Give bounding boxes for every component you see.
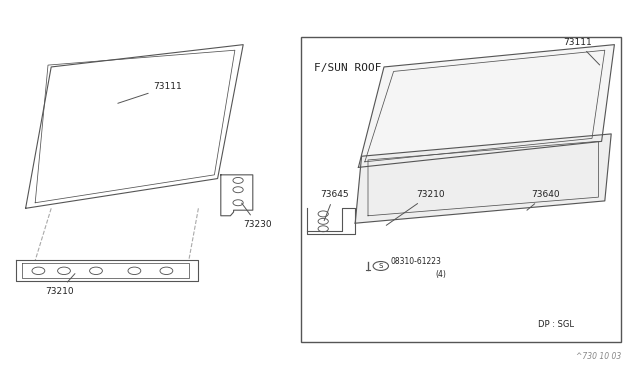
Text: (4): (4)	[435, 270, 446, 279]
Text: 73210: 73210	[45, 274, 75, 296]
Text: 73640: 73640	[527, 190, 560, 210]
Polygon shape	[358, 45, 614, 167]
Polygon shape	[355, 134, 611, 223]
Text: F/SUN ROOF: F/SUN ROOF	[314, 63, 381, 73]
Text: 73111: 73111	[563, 38, 600, 65]
Text: DP : SGL: DP : SGL	[538, 320, 573, 329]
Text: 73210: 73210	[387, 190, 445, 225]
Text: 73230: 73230	[242, 203, 272, 229]
Text: 08310-61223: 08310-61223	[390, 257, 441, 266]
Text: S: S	[379, 263, 383, 269]
Text: 73645: 73645	[320, 190, 349, 221]
Bar	[301, 37, 621, 342]
Text: ^730 10 03: ^730 10 03	[575, 352, 621, 361]
Text: 73111: 73111	[118, 82, 182, 103]
